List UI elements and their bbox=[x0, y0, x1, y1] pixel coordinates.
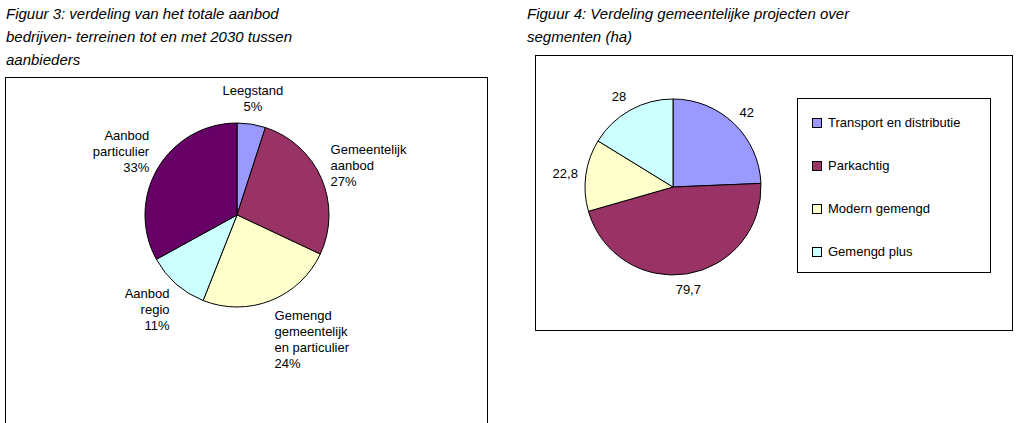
data-label: 79,7 bbox=[676, 282, 701, 297]
legend-label: Modern gemengd bbox=[828, 201, 930, 216]
title-line: Figuur 4: Verdeling gemeentelijke projec… bbox=[527, 5, 850, 22]
slice-category: particulier bbox=[93, 144, 150, 159]
data-label: Aanbodregio11% bbox=[125, 286, 170, 333]
slices bbox=[145, 123, 329, 307]
slice-value: 5% bbox=[244, 99, 263, 114]
slice-value: 22,8 bbox=[553, 166, 578, 181]
slice-value: 28 bbox=[612, 89, 626, 104]
slice-category: Aanbod bbox=[104, 128, 149, 143]
legend-swatch bbox=[813, 205, 822, 214]
chart: Figuur 3: verdeling van het totale aanbo… bbox=[6, 5, 488, 423]
legend-swatch bbox=[813, 162, 822, 171]
chart: Figuur 4: Verdeling gemeentelijke projec… bbox=[527, 5, 1013, 331]
chart-frame bbox=[6, 78, 488, 423]
title-line: bedrijven- terreinen tot en met 2030 tus… bbox=[6, 28, 292, 45]
legend-label: Parkachtig bbox=[828, 158, 889, 173]
slice-category: Leegstand bbox=[223, 83, 284, 98]
data-label: Aanbodparticulier33% bbox=[93, 128, 150, 175]
slice-category: Aanbod bbox=[125, 286, 170, 301]
pie-slice bbox=[598, 99, 673, 187]
data-label: Leegstand5% bbox=[223, 83, 284, 114]
legend-label: Gemengd plus bbox=[828, 244, 913, 259]
chart-title: Figuur 3: verdeling van het totale aanbo… bbox=[6, 5, 292, 68]
stage: Figuur 3: verdeling van het totale aanbo… bbox=[0, 0, 1024, 423]
slice-category: gemeentelijk bbox=[275, 324, 348, 339]
slice-category: en particulier bbox=[275, 340, 350, 355]
slices bbox=[585, 99, 761, 275]
title-line: segmenten (ha) bbox=[527, 28, 632, 45]
slice-value: 42 bbox=[739, 105, 753, 120]
slice-category: Gemeentelijk bbox=[331, 142, 407, 157]
data-label: Gemeentelijkaanbod27% bbox=[331, 142, 407, 189]
slice-value: 24% bbox=[275, 356, 301, 371]
data-labels: Leegstand5% Gemeentelijkaanbod27% Gemengdg… bbox=[93, 83, 407, 371]
data-labels: 42 79,7 22,8 28 bbox=[553, 89, 754, 297]
chart-title: Figuur 4: Verdeling gemeentelijke projec… bbox=[527, 5, 850, 45]
legend-swatch bbox=[813, 248, 822, 257]
slice-value: 11% bbox=[144, 318, 169, 333]
data-label: Gemengdgemeentelijken particulier24% bbox=[275, 308, 350, 371]
legend-label: Transport en distributie bbox=[828, 115, 960, 130]
legend-frame bbox=[798, 99, 991, 273]
title-line: aanbieders bbox=[6, 51, 81, 68]
slice-category: aanbod bbox=[331, 158, 374, 173]
pie-slice bbox=[145, 123, 237, 259]
legend: Transport en distributie Parkachtig Modern… bbox=[798, 99, 991, 273]
data-label: 28 bbox=[612, 89, 626, 104]
slice-value: 33% bbox=[123, 160, 149, 175]
slice-value: 27% bbox=[331, 174, 357, 189]
slice-value: 79,7 bbox=[676, 282, 701, 297]
title-line: Figuur 3: verdeling van het totale aanbo… bbox=[6, 5, 279, 22]
data-label: 42 bbox=[739, 105, 753, 120]
slice-category: Gemengd bbox=[275, 308, 332, 323]
legend-swatch bbox=[813, 119, 822, 128]
chart-frame bbox=[536, 56, 1013, 331]
slice-category: regio bbox=[141, 302, 170, 317]
data-label: 22,8 bbox=[553, 166, 578, 181]
pie-slice bbox=[673, 99, 761, 187]
